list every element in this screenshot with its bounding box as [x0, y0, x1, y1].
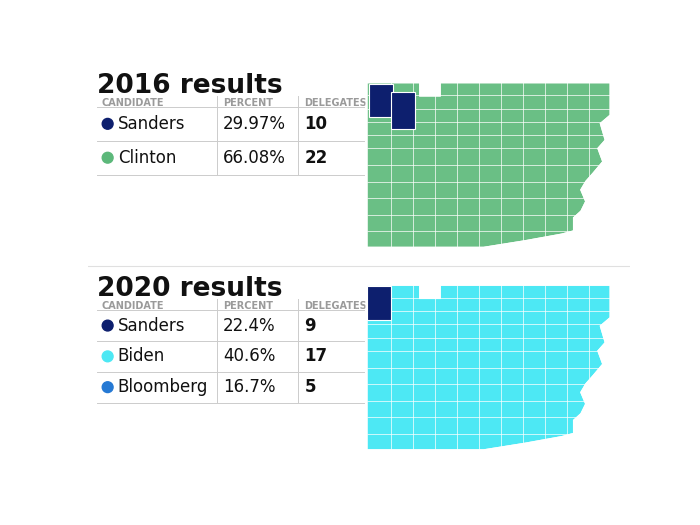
Text: 10: 10: [304, 115, 328, 133]
Circle shape: [102, 320, 113, 331]
Text: PERCENT: PERCENT: [223, 301, 273, 311]
Text: 22.4%: 22.4%: [223, 317, 276, 334]
Text: 66.08%: 66.08%: [223, 149, 286, 167]
Text: 2016 results: 2016 results: [97, 73, 282, 99]
Text: 17: 17: [304, 348, 328, 365]
Text: PERCENT: PERCENT: [223, 98, 273, 108]
Text: 29.97%: 29.97%: [223, 115, 286, 133]
Circle shape: [102, 152, 113, 163]
Text: Sanders: Sanders: [118, 317, 186, 334]
Polygon shape: [367, 82, 610, 248]
FancyBboxPatch shape: [369, 84, 393, 117]
Text: 40.6%: 40.6%: [223, 348, 276, 365]
Text: Sanders: Sanders: [118, 115, 186, 133]
FancyBboxPatch shape: [367, 287, 391, 320]
Text: 9: 9: [304, 317, 316, 334]
Text: CANDIDATE: CANDIDATE: [102, 301, 164, 311]
Circle shape: [102, 351, 113, 362]
Circle shape: [102, 382, 113, 393]
FancyBboxPatch shape: [391, 92, 415, 129]
Text: Clinton: Clinton: [118, 149, 176, 167]
Text: 16.7%: 16.7%: [223, 378, 276, 396]
Text: CANDIDATE: CANDIDATE: [102, 98, 164, 108]
Text: DELEGATES: DELEGATES: [304, 98, 368, 108]
Text: DELEGATES: DELEGATES: [304, 301, 368, 311]
Polygon shape: [367, 285, 610, 450]
Text: Bloomberg: Bloomberg: [118, 378, 208, 396]
Text: 22: 22: [304, 149, 328, 167]
Text: Biden: Biden: [118, 348, 165, 365]
Text: 2020 results: 2020 results: [97, 276, 282, 302]
Circle shape: [102, 119, 113, 129]
Text: 5: 5: [304, 378, 316, 396]
